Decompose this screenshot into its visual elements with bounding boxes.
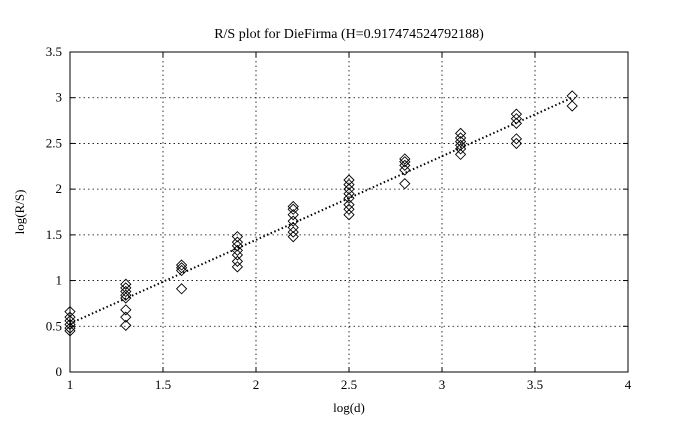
fit-line <box>69 96 573 325</box>
y-tick-label: 2.5 <box>46 135 62 150</box>
data-point <box>64 318 76 331</box>
data-point <box>510 108 523 120</box>
data-point <box>399 178 411 190</box>
data-point <box>399 153 411 165</box>
data-point <box>120 311 132 323</box>
data-point <box>399 159 411 172</box>
fit-line-group <box>69 96 573 325</box>
data-point <box>231 240 244 252</box>
data-point <box>510 113 523 125</box>
y-tick-label: 0 <box>56 364 63 379</box>
chart-title: R/S plot for DieFirma (H=0.9174745247921… <box>214 27 484 42</box>
grid-lines <box>70 52 628 372</box>
data-point <box>287 221 299 234</box>
x-tick-label: 1.5 <box>155 377 171 392</box>
data-point <box>454 139 467 151</box>
data-point <box>64 306 76 318</box>
y-tick-label: 3.5 <box>46 44 62 59</box>
data-point <box>566 90 578 102</box>
data-point <box>287 203 299 215</box>
data-point <box>231 255 244 268</box>
x-tick-labels: 1 1.5 2 2.5 3 3.5 4 <box>67 377 632 392</box>
x-tick-label: 2.5 <box>341 377 357 392</box>
y-axis-label: log(R/S) <box>12 190 27 235</box>
data-point <box>120 304 132 316</box>
data-point <box>120 292 132 304</box>
y-tick-label: 2 <box>56 181 63 196</box>
y-tick-label: 1.5 <box>46 227 62 242</box>
data-point <box>120 285 132 298</box>
data-point <box>510 137 523 150</box>
data-point <box>287 231 299 243</box>
y-tick-label: 0.5 <box>46 318 62 333</box>
data-point <box>287 215 299 227</box>
data-point <box>231 231 244 243</box>
x-tick-label: 1 <box>67 377 74 392</box>
y-tick-labels: 0 0.5 1 1.5 2 2.5 3 3.5 <box>46 44 62 379</box>
data-point <box>120 282 132 294</box>
data-point <box>454 135 467 148</box>
data-point <box>175 264 188 277</box>
data-point <box>454 132 467 144</box>
data-point <box>343 192 355 204</box>
data-point <box>343 209 355 221</box>
data-point <box>287 200 299 213</box>
y-tick-label: 1 <box>56 273 63 288</box>
x-axis-label: log(d) <box>333 400 365 415</box>
data-point <box>231 244 244 257</box>
data-points <box>64 90 578 337</box>
data-point <box>343 188 355 200</box>
x-tick-label: 3 <box>439 377 446 392</box>
axis-ticks <box>69 51 629 373</box>
data-point <box>175 259 188 271</box>
data-point <box>231 236 244 248</box>
data-point <box>454 143 467 155</box>
x-tick-label: 3.5 <box>527 377 543 392</box>
data-point <box>120 278 132 290</box>
data-point <box>175 283 188 295</box>
data-point <box>343 203 355 215</box>
data-point <box>566 100 578 112</box>
data-point <box>399 164 411 176</box>
data-point <box>120 319 132 332</box>
data-point <box>343 178 355 191</box>
x-tick-label: 4 <box>625 377 632 392</box>
y-tick-label: 3 <box>56 90 63 105</box>
data-point <box>231 249 244 261</box>
data-point <box>454 148 467 161</box>
data-point <box>510 133 523 145</box>
data-point <box>287 209 299 221</box>
data-point <box>175 262 188 274</box>
data-point <box>64 311 76 323</box>
data-point <box>343 174 355 186</box>
data-point <box>64 325 76 337</box>
data-point <box>64 322 76 334</box>
data-point <box>231 261 244 273</box>
data-point <box>510 117 523 129</box>
data-point <box>287 226 299 238</box>
data-point <box>454 127 467 140</box>
data-point <box>120 289 132 301</box>
x-tick-label: 2 <box>253 377 260 392</box>
data-point <box>343 183 355 195</box>
data-point <box>399 156 411 168</box>
plot-frame <box>69 51 629 373</box>
